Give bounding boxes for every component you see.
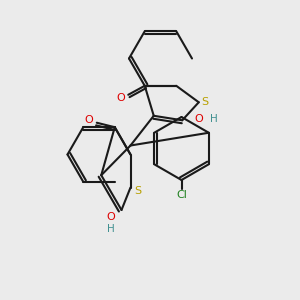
Text: H: H: [107, 224, 115, 235]
Text: Cl: Cl: [176, 190, 187, 200]
Text: H: H: [210, 114, 218, 124]
Text: O: O: [116, 93, 125, 103]
Text: O: O: [84, 115, 93, 125]
Text: O: O: [106, 212, 116, 223]
Text: S: S: [134, 185, 142, 196]
Text: S: S: [201, 97, 208, 107]
Text: O: O: [194, 114, 203, 124]
